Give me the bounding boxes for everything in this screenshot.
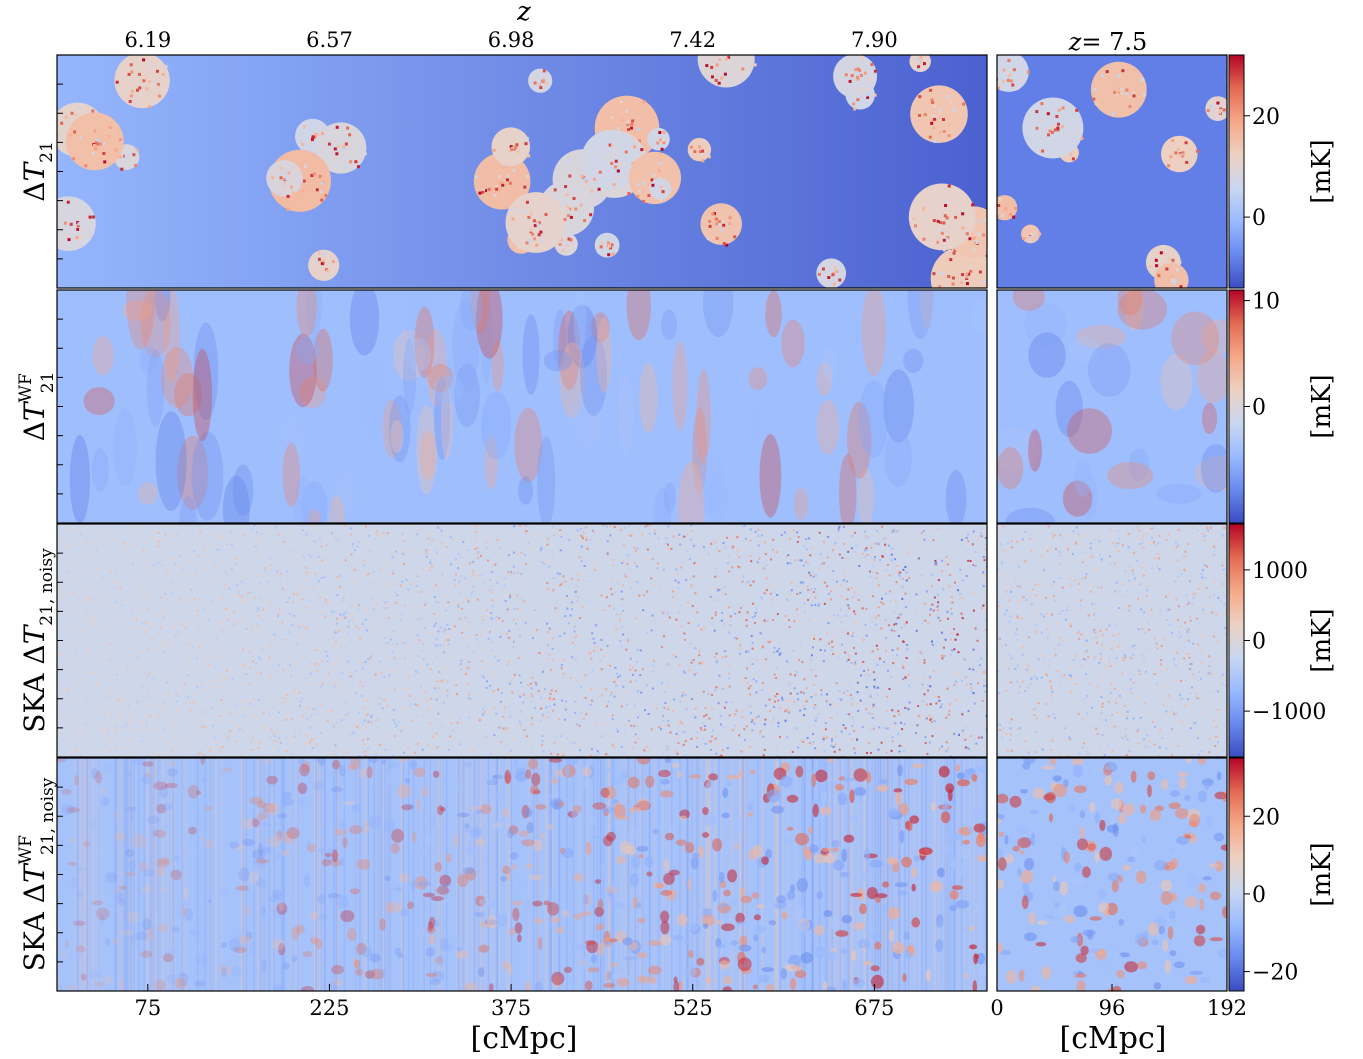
colorbar-tick-label: −1000	[1252, 700, 1326, 725]
lightcone-panel-3	[57, 524, 987, 757]
top-z-axis: z 6.19 6.57 6.98 7.42 7.90	[124, 0, 898, 62]
colorbar-tick-label: 20	[1252, 105, 1280, 130]
row-label-subscript: 21, noisy	[37, 548, 57, 626]
slice-panel-3	[997, 524, 1227, 757]
bottom-axis-right-ticks: 0 96 192	[990, 984, 1247, 1020]
colorbar-3	[1228, 523, 1245, 758]
colorbar-unit: [mK]	[1307, 139, 1337, 203]
colorbar-4	[1228, 757, 1245, 992]
row-label-2: ΔTWF 21	[16, 372, 58, 442]
top-tick-label: 7.90	[851, 28, 898, 52]
colorbar-unit: [mK]	[1307, 842, 1337, 906]
slice-panel-4	[997, 758, 1227, 991]
row-label-3: SKA ΔT21, noisy	[18, 548, 57, 733]
row-label-symbol: T	[18, 623, 51, 644]
slice-title-symbol: z	[1068, 28, 1082, 56]
top-axis-label: z	[516, 0, 531, 27]
row-label-symbol: T	[18, 161, 51, 182]
top-tick-label: 7.42	[669, 28, 716, 52]
bottom-left-tick-label: 225	[309, 996, 349, 1020]
row-label-superscript: WF	[16, 373, 36, 402]
lightcone-panel-1	[57, 55, 987, 288]
colorbar-tick-label: 20	[1252, 805, 1280, 830]
top-tick-label: 6.98	[488, 28, 535, 52]
row-label-base: Δ	[18, 644, 51, 664]
panel-row-1: 0 20 [mK] ΔT21	[18, 54, 1337, 289]
colorbar-tick-label: 0	[1252, 883, 1266, 908]
row-label-4: SKA ΔTWF 21, noisy	[16, 777, 58, 971]
row-label-superscript: WF	[16, 835, 36, 864]
row-label-prefix: SKA	[18, 903, 51, 971]
colorbar-tick-label: 0	[1252, 396, 1266, 421]
bottom-axis-left-label: [cMpc]	[471, 1021, 578, 1056]
colorbar-unit: [mK]	[1307, 608, 1337, 672]
lightcone-panel-2	[57, 290, 987, 523]
row-label-base: Δ	[18, 883, 51, 903]
top-tick-label: 6.19	[124, 28, 171, 52]
colorbar-2	[1228, 289, 1245, 524]
bottom-left-tick-label: 75	[134, 996, 161, 1020]
colorbar-tick-label: 10	[1252, 290, 1280, 315]
slice-panel-1	[997, 55, 1227, 288]
colorbar-1	[1228, 54, 1245, 289]
panel-row-3: −1000 0 1000 [mK] SKA ΔT21, noisy	[18, 523, 1337, 758]
row-label-prefix: SKA	[18, 665, 51, 733]
panel-row-2: 0 10 [mK] ΔTWF 21	[16, 289, 1337, 524]
bottom-axis-right-label: [cMpc]	[1060, 1021, 1167, 1056]
row-label-subscript: 21, noisy	[38, 777, 58, 855]
row-label-base: Δ	[18, 421, 51, 441]
row-label-symbol: T	[18, 400, 51, 421]
row-label-symbol: T	[18, 862, 51, 883]
bottom-right-tick-label: 192	[1207, 996, 1247, 1020]
colorbar-tick-label: 0	[1252, 630, 1266, 655]
top-axis-ticks: 6.19 6.57 6.98 7.42 7.90	[124, 28, 898, 62]
row-label-1: ΔT21	[18, 141, 57, 202]
panel-row-4: −20 0 20 [mK] SKA ΔTWF 21, noisy	[16, 757, 1337, 992]
bottom-left-tick-label: 525	[673, 996, 713, 1020]
colorbar-tick-label: 0	[1252, 206, 1266, 231]
top-tick-label: 6.57	[306, 28, 353, 52]
row-label-base: Δ	[18, 182, 51, 202]
slice-title-value: = 7.5	[1081, 28, 1147, 56]
slice-title: z= 7.5	[1068, 28, 1148, 56]
lightcone-panel-4	[57, 758, 987, 991]
colorbar-tick-label: 1000	[1252, 559, 1308, 584]
row-label-subscript: 21	[38, 372, 58, 394]
slice-panel-2	[997, 290, 1227, 523]
bottom-axis-left-ticks: 75 225 375 525 675	[134, 984, 894, 1020]
bottom-left-tick-label: 375	[491, 996, 531, 1020]
colorbar-tick-label: −20	[1252, 961, 1298, 986]
bottom-right-tick-label: 96	[1099, 996, 1126, 1020]
colorbar-unit: [mK]	[1307, 374, 1337, 438]
row-label-subscript: 21	[37, 141, 57, 163]
bottom-right-tick-label: 0	[990, 996, 1003, 1020]
bottom-left-tick-label: 675	[854, 996, 894, 1020]
